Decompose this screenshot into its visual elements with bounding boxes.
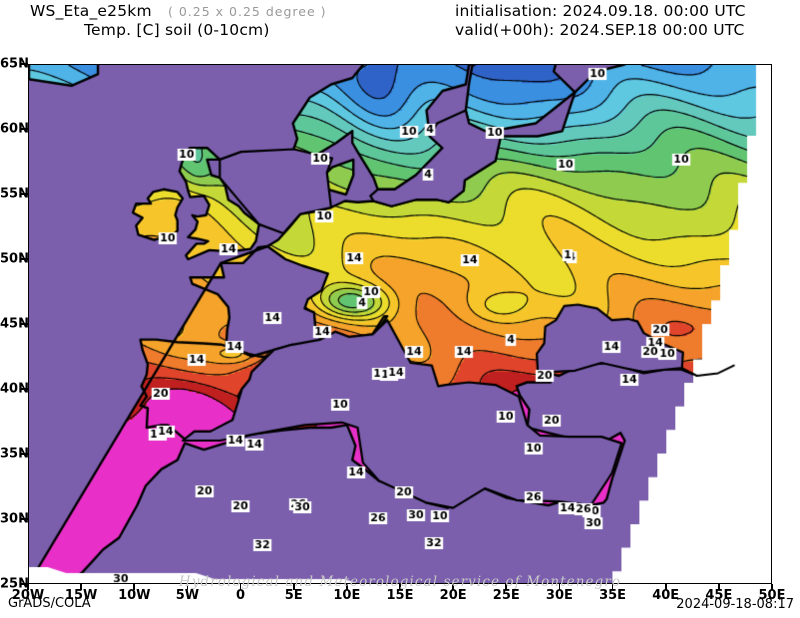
x-tick-mark xyxy=(27,584,29,590)
y-tick-mark xyxy=(21,583,28,585)
map-plot-area xyxy=(28,64,772,584)
soil-temperature-map-canvas xyxy=(29,65,771,583)
x-tick-mark xyxy=(771,584,773,590)
x-tick-mark xyxy=(611,584,614,590)
y-axis-tick-label: 60N xyxy=(0,121,29,137)
x-axis-tick-label: 5W xyxy=(175,588,200,603)
x-tick-mark xyxy=(718,584,720,590)
y-axis-tick-label: 50N xyxy=(0,251,29,267)
x-tick-mark xyxy=(80,584,82,590)
x-axis-tick-label: 45E xyxy=(705,588,733,603)
x-tick-mark xyxy=(505,584,508,590)
x-axis-tick-label: 15E xyxy=(386,588,414,603)
x-tick-mark xyxy=(664,584,667,590)
model-name-label: WS_Eta_e25km xyxy=(30,2,152,20)
x-axis-tick-label: 10E xyxy=(333,588,361,603)
y-tick-mark xyxy=(21,193,28,195)
x-tick-mark xyxy=(346,584,348,590)
y-axis-tick-label: 65N xyxy=(0,56,29,72)
y-tick-mark xyxy=(21,518,28,520)
y-tick-mark xyxy=(21,323,28,325)
x-axis-tick-label: 15W xyxy=(64,588,98,603)
x-axis-tick-label: 30E xyxy=(545,588,573,603)
x-tick-mark xyxy=(399,584,401,590)
y-tick-mark xyxy=(21,453,28,455)
x-axis-tick-label: 25E xyxy=(492,588,520,603)
y-tick-mark xyxy=(21,388,28,390)
x-axis-tick-label: 10W xyxy=(118,588,151,603)
y-axis-tick-label: 55N xyxy=(0,186,29,202)
y-tick-mark xyxy=(21,258,28,260)
x-tick-mark xyxy=(558,584,561,590)
x-tick-mark xyxy=(133,584,136,590)
x-axis-tick-label: 40E xyxy=(652,588,680,603)
field-name-label: Temp. [C] soil (0-10cm) xyxy=(84,21,270,39)
y-axis-tick-label: 40N xyxy=(0,381,29,397)
x-axis-tick-label: 20E xyxy=(439,588,467,603)
x-tick-mark xyxy=(239,584,242,590)
x-axis-tick-label: 5E xyxy=(284,588,303,603)
x-tick-mark xyxy=(186,584,189,590)
grads-credit-label: GrADS/COLA xyxy=(8,596,91,611)
y-tick-mark xyxy=(21,128,28,130)
initialisation-label: initialisation: 2024.09.18. 00:00 UTC xyxy=(455,2,746,20)
x-axis-tick-label: 20W xyxy=(11,588,45,603)
valid-time-label: valid(+00h): 2024.SEP.18 00:00 UTC xyxy=(455,21,745,39)
x-axis-tick-label: 0 xyxy=(236,588,246,603)
y-axis-tick-label: 25N xyxy=(0,576,29,592)
y-axis-tick-label: 30N xyxy=(0,511,29,527)
model-resolution-label: ( 0.25 x 0.25 degree ) xyxy=(168,4,327,19)
chart-header: WS_Eta_e25km ( 0.25 x 0.25 degree ) Temp… xyxy=(0,0,800,46)
y-axis-tick-label: 45N xyxy=(0,316,29,332)
x-axis-tick-label: 50E xyxy=(758,588,786,603)
x-axis-tick-label: 35E xyxy=(599,588,627,603)
render-timestamp-label: 2024-09-18-08:17 xyxy=(676,597,794,612)
x-tick-mark xyxy=(452,584,454,590)
y-axis-tick-label: 35N xyxy=(0,446,29,462)
x-tick-mark xyxy=(292,584,295,590)
y-tick-mark xyxy=(21,63,28,65)
